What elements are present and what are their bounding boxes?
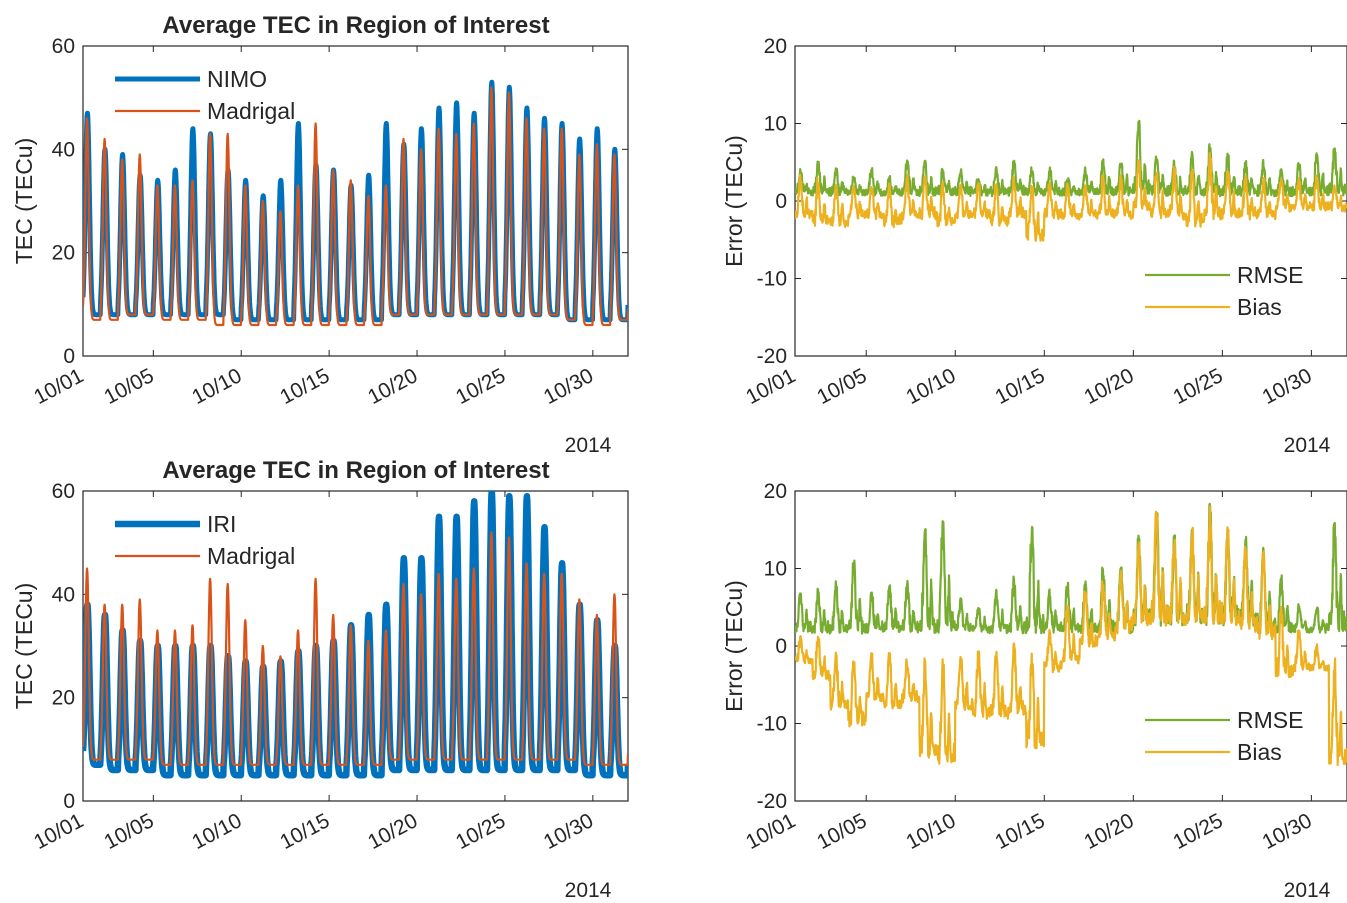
x-tick-label: 10/10 bbox=[188, 364, 245, 409]
y-tick-label: 40 bbox=[52, 138, 75, 161]
y-tick-label: 0 bbox=[63, 790, 75, 813]
y-tick-label: 20 bbox=[764, 480, 787, 503]
series-line-madrigal bbox=[83, 531, 628, 766]
y-tick-label: -20 bbox=[757, 790, 787, 813]
x-tick-label: 10/15 bbox=[991, 364, 1048, 409]
x-tick-label: 10/15 bbox=[991, 809, 1048, 854]
x-tick-label: 10/15 bbox=[276, 364, 333, 409]
y-tick-label: 60 bbox=[52, 35, 75, 58]
y-tick-label: -20 bbox=[757, 345, 787, 368]
legend-label-madrigal: Madrigal bbox=[207, 98, 295, 124]
legend-label-rmse: RMSE bbox=[1237, 707, 1303, 733]
plot-area bbox=[794, 490, 1347, 802]
x-tick-label: 10/25 bbox=[1169, 364, 1226, 409]
x-tick-label: 10/20 bbox=[364, 364, 421, 409]
chart-panel-1: 0 20 40 60 10/01 10/05 10/10 10/15 10/20 10/25 10/… bbox=[11, 12, 629, 457]
y-axis-label: Error (TECu) bbox=[721, 135, 747, 267]
y-tick-label: 10 bbox=[764, 113, 787, 136]
chart-title: Average TEC in Region of Interest bbox=[162, 12, 549, 39]
y-tick-label: -10 bbox=[757, 713, 787, 736]
x-tick-label: 10/30 bbox=[540, 364, 597, 409]
x-tick-label: 10/20 bbox=[364, 809, 421, 854]
x-year-label: 2014 bbox=[565, 879, 612, 902]
y-tick-label: 10 bbox=[764, 558, 787, 581]
chart-panel-3: 0 20 40 60 10/01 10/05 10/10 10/15 10/20 10/25 10/… bbox=[11, 457, 629, 902]
x-tick-label: 10/01 bbox=[30, 364, 87, 409]
x-year-label: 2014 bbox=[565, 434, 612, 457]
series-line-bias bbox=[795, 152, 1347, 242]
y-axis-label: TEC (TECu) bbox=[11, 583, 37, 710]
y-axis-label: TEC (TECu) bbox=[11, 138, 37, 265]
x-tick-label: 10/01 bbox=[30, 809, 87, 854]
y-tick-label: 0 bbox=[775, 190, 787, 213]
x-tick-label: 10/05 bbox=[813, 364, 870, 409]
chart-title: Average TEC in Region of Interest bbox=[162, 457, 549, 484]
x-tick-label: 10/20 bbox=[1080, 364, 1137, 409]
x-tick-label: 10/10 bbox=[188, 809, 245, 854]
y-tick-label: 20 bbox=[764, 35, 787, 58]
y-tick-label: -10 bbox=[757, 268, 787, 291]
x-tick-label: 10/10 bbox=[902, 809, 959, 854]
series-line-bias bbox=[795, 505, 1347, 767]
x-tick-label: 10/15 bbox=[276, 809, 333, 854]
legend-label-bias: Bias bbox=[1237, 294, 1282, 320]
legend-label-bias: Bias bbox=[1237, 739, 1282, 765]
x-year-label: 2014 bbox=[1284, 434, 1331, 457]
x-tick-label: 10/30 bbox=[1259, 364, 1316, 409]
y-tick-label: 0 bbox=[775, 635, 787, 658]
y-tick-label: 0 bbox=[63, 345, 75, 368]
x-tick-label: 10/20 bbox=[1080, 809, 1137, 854]
x-tick-label: 10/25 bbox=[452, 364, 509, 409]
x-tick-label: 10/01 bbox=[742, 809, 799, 854]
x-tick-label: 10/05 bbox=[100, 364, 157, 409]
legend-label-madrigal: Madrigal bbox=[207, 543, 295, 569]
x-tick-label: 10/10 bbox=[902, 364, 959, 409]
x-tick-label: 10/25 bbox=[1169, 809, 1226, 854]
y-axis-label: Error (TECu) bbox=[721, 580, 747, 712]
x-year-label: 2014 bbox=[1284, 879, 1331, 902]
legend-label-rmse: RMSE bbox=[1237, 262, 1303, 288]
y-tick-label: 20 bbox=[52, 687, 75, 710]
x-tick-label: 10/25 bbox=[452, 809, 509, 854]
series-line-rmse bbox=[795, 119, 1347, 198]
legend-label-nimo: NIMO bbox=[207, 66, 267, 92]
y-tick-label: 60 bbox=[52, 480, 75, 503]
x-tick-label: 10/05 bbox=[100, 809, 157, 854]
x-tick-label: 10/30 bbox=[1259, 809, 1316, 854]
chart-panel-2: -20 -10 0 10 20 10/01 10/05 10/10 10/15 10/20 10/2… bbox=[721, 35, 1347, 457]
y-tick-label: 40 bbox=[52, 583, 75, 606]
y-tick-label: 20 bbox=[52, 242, 75, 265]
x-tick-label: 10/01 bbox=[742, 364, 799, 409]
legend-label-iri: IRI bbox=[207, 511, 236, 537]
chart-panel-4: -20 -10 0 10 20 10/01 10/05 10/10 10/15 10/20 10/2… bbox=[721, 480, 1347, 902]
series-line-madrigal bbox=[83, 86, 628, 327]
x-tick-label: 10/30 bbox=[540, 809, 597, 854]
x-tick-label: 10/05 bbox=[813, 809, 870, 854]
